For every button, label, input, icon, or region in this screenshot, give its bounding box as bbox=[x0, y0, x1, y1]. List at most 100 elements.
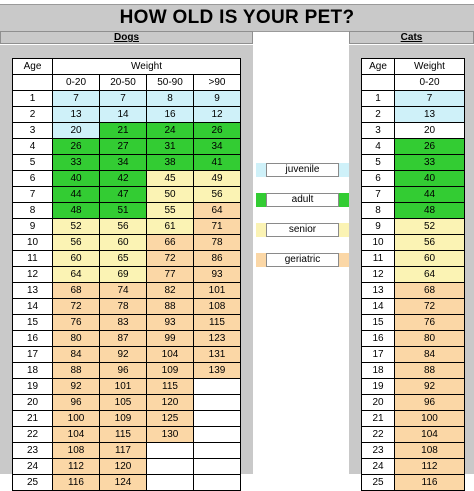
age-cell: 6 bbox=[12, 170, 53, 187]
human-age-cell: 49 bbox=[192, 170, 242, 187]
human-age-cell: 96 bbox=[52, 394, 100, 411]
weight-class-header: 20-50 bbox=[99, 74, 147, 91]
header-row: Age Weight bbox=[361, 58, 465, 75]
human-age-cell: 84 bbox=[52, 346, 100, 363]
age-cell: 13 bbox=[361, 282, 395, 299]
weight-class-header: 50-90 bbox=[146, 74, 194, 91]
age-cell: 12 bbox=[361, 266, 395, 283]
human-age-cell bbox=[192, 410, 242, 427]
legend-swatch-right bbox=[339, 253, 349, 267]
age-cell: 11 bbox=[361, 250, 395, 267]
human-age-cell: 83 bbox=[99, 314, 147, 331]
human-age-cell: 38 bbox=[146, 154, 194, 171]
human-age-cell: 45 bbox=[146, 170, 194, 187]
age-cell: 25 bbox=[361, 474, 395, 491]
table-row: 4 26 27 31 34 bbox=[12, 138, 242, 155]
table-row: 15 76 bbox=[361, 314, 465, 331]
legend-label: geriatric bbox=[266, 253, 339, 267]
human-age-cell: 74 bbox=[99, 282, 147, 299]
human-age-cell: 60 bbox=[52, 250, 100, 267]
human-age-cell bbox=[192, 426, 242, 443]
age-cell: 14 bbox=[361, 298, 395, 315]
age-cell: 2 bbox=[12, 106, 53, 123]
human-age-cell: 76 bbox=[52, 314, 100, 331]
human-age-cell: 26 bbox=[192, 122, 242, 139]
human-age-cell: 33 bbox=[394, 154, 465, 171]
age-cell: 13 bbox=[12, 282, 53, 299]
table-row: 23 108 117 bbox=[12, 442, 242, 459]
table-row: 9 52 56 61 71 bbox=[12, 218, 242, 235]
table-row: 6 40 42 45 49 bbox=[12, 170, 242, 187]
human-age-cell: 26 bbox=[394, 138, 465, 155]
human-age-cell: 50 bbox=[146, 186, 194, 203]
human-age-cell: 96 bbox=[394, 394, 465, 411]
human-age-cell: 82 bbox=[146, 282, 194, 299]
human-age-cell: 115 bbox=[99, 426, 147, 443]
age-cell: 1 bbox=[361, 90, 395, 107]
human-age-cell: 124 bbox=[99, 474, 147, 491]
table-row: 16 80 bbox=[361, 330, 465, 347]
human-age-cell: 7 bbox=[394, 90, 465, 107]
human-age-cell bbox=[146, 474, 194, 491]
age-cell: 23 bbox=[361, 442, 395, 459]
age-cell: 2 bbox=[361, 106, 395, 123]
age-cell: 21 bbox=[12, 410, 53, 427]
human-age-cell: 40 bbox=[52, 170, 100, 187]
human-age-cell: 41 bbox=[192, 154, 242, 171]
table-row: 20 96 105 120 bbox=[12, 394, 242, 411]
age-cell: 5 bbox=[12, 154, 53, 171]
table-row: 14 72 bbox=[361, 298, 465, 315]
age-header: Age bbox=[361, 58, 395, 75]
human-age-cell: 72 bbox=[146, 250, 194, 267]
age-cell: 10 bbox=[361, 234, 395, 251]
table-row: 22 104 115 130 bbox=[12, 426, 242, 443]
human-age-cell: 48 bbox=[52, 202, 100, 219]
human-age-cell: 125 bbox=[146, 410, 194, 427]
human-age-cell: 84 bbox=[394, 346, 465, 363]
human-age-cell: 71 bbox=[192, 218, 242, 235]
weight-class-row: 0-20 20-50 50-90 >90 bbox=[12, 74, 242, 91]
human-age-cell: 69 bbox=[99, 266, 147, 283]
table-row: 25 116 124 bbox=[12, 474, 242, 491]
legend-swatch-right bbox=[339, 223, 349, 237]
age-cell: 15 bbox=[12, 314, 53, 331]
dogs-table: Age Weight 0-20 20-50 50-90 >90 1 7 7 8 9 2 13 14 16 12… bbox=[12, 58, 242, 491]
human-age-cell: 105 bbox=[99, 394, 147, 411]
age-cell: 12 bbox=[12, 266, 53, 283]
human-age-cell: 44 bbox=[52, 186, 100, 203]
cats-heading: Cats bbox=[349, 31, 474, 44]
age-cell: 15 bbox=[361, 314, 395, 331]
human-age-cell: 120 bbox=[146, 394, 194, 411]
human-age-cell: 56 bbox=[394, 234, 465, 251]
human-age-cell: 76 bbox=[394, 314, 465, 331]
legend-label: adult bbox=[266, 193, 339, 207]
human-age-cell: 47 bbox=[99, 186, 147, 203]
human-age-cell: 34 bbox=[99, 154, 147, 171]
legend-label: juvenile bbox=[266, 163, 339, 177]
weight-class-header: 0-20 bbox=[52, 74, 100, 91]
human-age-cell: 92 bbox=[52, 378, 100, 395]
age-cell: 7 bbox=[361, 186, 395, 203]
human-age-cell: 64 bbox=[394, 266, 465, 283]
human-age-cell bbox=[192, 378, 242, 395]
human-age-cell bbox=[146, 458, 194, 475]
human-age-cell: 131 bbox=[192, 346, 242, 363]
age-cell: 6 bbox=[361, 170, 395, 187]
table-row: 13 68 74 82 101 bbox=[12, 282, 242, 299]
human-age-cell: 14 bbox=[99, 106, 147, 123]
human-age-cell: 13 bbox=[52, 106, 100, 123]
cats-table: Age Weight 0-20 1 7 2 13 3 20 4 26 5 33 6 40 7 44 8 48 9 52 1… bbox=[361, 58, 465, 491]
blank-cell bbox=[361, 74, 395, 91]
dogs-heading: Dogs bbox=[0, 31, 253, 44]
human-age-cell: 24 bbox=[146, 122, 194, 139]
human-age-cell: 112 bbox=[394, 458, 465, 475]
table-row: 25 116 bbox=[361, 474, 465, 491]
human-age-cell: 93 bbox=[146, 314, 194, 331]
human-age-cell: 88 bbox=[146, 298, 194, 315]
human-age-cell: 52 bbox=[52, 218, 100, 235]
human-age-cell: 99 bbox=[146, 330, 194, 347]
table-row: 2 13 bbox=[361, 106, 465, 123]
table-row: 2 13 14 16 12 bbox=[12, 106, 242, 123]
